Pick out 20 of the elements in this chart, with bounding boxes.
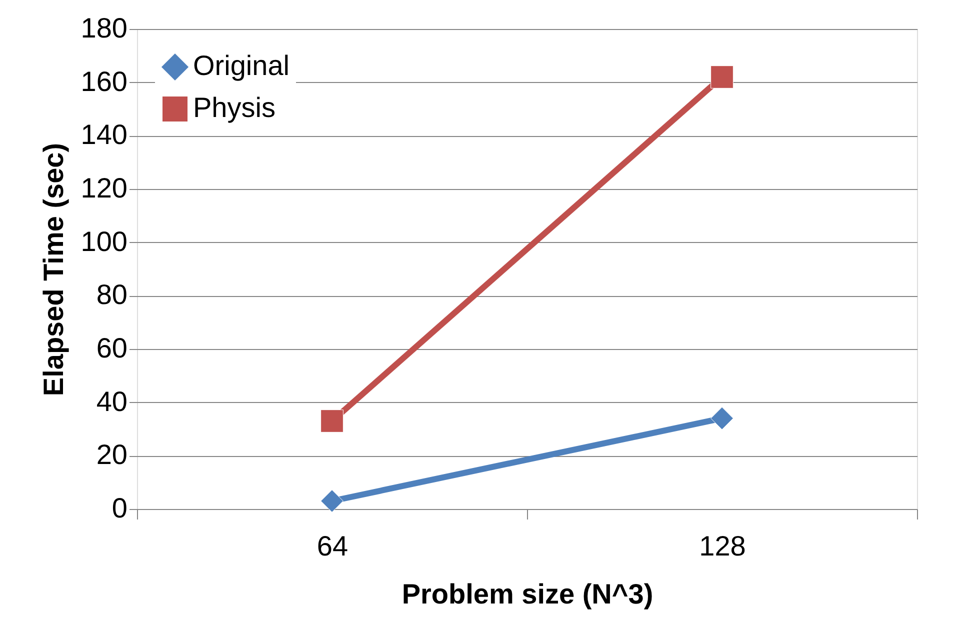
y-axis-title: Elapsed Time (sec) — [38, 142, 69, 396]
x-axis-title: Problem size (N^3) — [402, 578, 654, 610]
point — [710, 66, 734, 88]
x-tick-label: 128 — [699, 530, 746, 562]
point — [710, 406, 734, 430]
y-tick-label: 120 — [80, 172, 128, 204]
y-tick-label: 180 — [80, 12, 128, 44]
y-tick-label: 140 — [80, 119, 128, 150]
y-tick-label: 40 — [96, 386, 128, 417]
legend-label: Original — [193, 50, 290, 81]
x-tick-label: 64 — [316, 530, 348, 562]
y-tick-label: 20 — [96, 439, 128, 470]
y-tick-label: 60 — [96, 332, 128, 364]
y-tick-label: 80 — [96, 279, 128, 310]
y-tick-label: 100 — [80, 226, 128, 257]
legend-label: Physis — [193, 92, 276, 123]
y-tick-label: 160 — [80, 66, 128, 97]
point — [320, 490, 344, 512]
point — [320, 410, 344, 432]
y-tick-label: 0 — [112, 492, 128, 524]
